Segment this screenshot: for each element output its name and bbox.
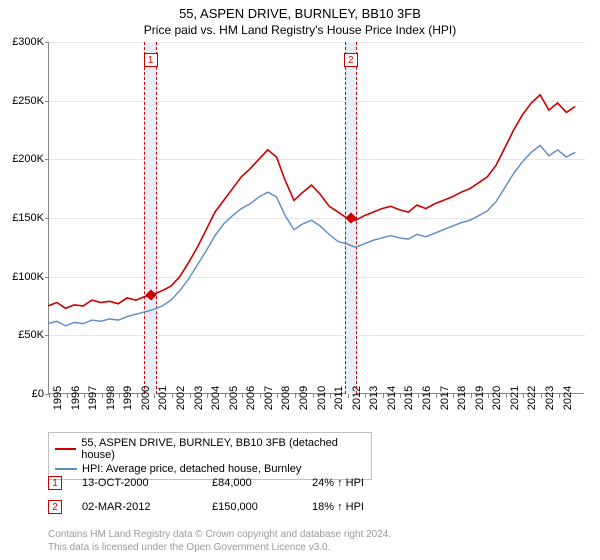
x-axis-label: 2009 (298, 386, 310, 410)
y-axis-label: £300K (0, 36, 44, 48)
footer-line1: Contains HM Land Registry data © Crown c… (48, 528, 391, 541)
x-axis-label: 2003 (193, 386, 205, 410)
legend-label: HPI: Average price, detached house, Burn… (82, 463, 301, 475)
line-overlay (48, 42, 584, 394)
x-axis-label: 2011 (333, 386, 345, 410)
legend-label: 55, ASPEN DRIVE, BURNLEY, BB10 3FB (deta… (81, 437, 365, 461)
x-axis-label: 1997 (87, 386, 99, 410)
y-axis-label: £250K (0, 95, 44, 107)
x-axis-label: 1999 (122, 386, 134, 410)
x-axis-label: 2005 (228, 386, 240, 410)
x-axis-label: 2015 (403, 386, 415, 410)
x-axis-label: 2017 (439, 386, 451, 410)
event-delta: 18% ↑ HPI (312, 501, 364, 513)
chart-title: 55, ASPEN DRIVE, BURNLEY, BB10 3FB (0, 0, 600, 21)
x-axis-label: 2016 (421, 386, 433, 410)
legend-item: HPI: Average price, detached house, Burn… (55, 462, 365, 476)
y-axis-label: £150K (0, 212, 44, 224)
x-axis-label: 2001 (157, 386, 169, 410)
y-axis-label: £100K (0, 271, 44, 283)
event-price: £84,000 (212, 477, 292, 489)
event-marker-icon: 1 (48, 476, 62, 490)
x-axis-label: 2020 (491, 386, 503, 410)
x-axis-label: 2022 (526, 386, 538, 410)
chart-subtitle: Price paid vs. HM Land Registry's House … (0, 21, 600, 37)
event-price: £150,000 (212, 501, 292, 513)
footer-line2: This data is licensed under the Open Gov… (48, 541, 391, 554)
y-axis-label: £50K (0, 329, 44, 341)
legend: 55, ASPEN DRIVE, BURNLEY, BB10 3FB (deta… (48, 432, 372, 480)
x-axis-label: 2021 (509, 386, 521, 410)
footer-attribution: Contains HM Land Registry data © Crown c… (48, 528, 391, 554)
legend-swatch-icon (55, 448, 76, 450)
x-axis-label: 2023 (544, 386, 556, 410)
series-hpi (48, 145, 575, 326)
event-marker-icon: 2 (48, 500, 62, 514)
event-date: 02-MAR-2012 (82, 501, 192, 513)
x-axis-label: 2006 (245, 386, 257, 410)
x-axis-label: 2004 (210, 386, 222, 410)
x-axis-label: 2014 (386, 386, 398, 410)
sale-event-row: 2 02-MAR-2012 £150,000 18% ↑ HPI (48, 500, 364, 514)
x-axis-label: 2008 (280, 386, 292, 410)
x-axis-label: 1998 (105, 386, 117, 410)
x-axis-label: 2013 (368, 386, 380, 410)
x-axis-label: 2000 (140, 386, 152, 410)
x-axis-label: 2002 (175, 386, 187, 410)
x-axis-label: 1996 (70, 386, 82, 410)
event-delta: 24% ↑ HPI (312, 477, 364, 489)
y-axis-label: £200K (0, 153, 44, 165)
sale-event-row: 1 13-OCT-2000 £84,000 24% ↑ HPI (48, 476, 364, 490)
chart-area: 12 £0£50K£100K£150K£200K£250K£300K199519… (48, 42, 584, 394)
y-axis-label: £0 (0, 388, 44, 400)
x-axis-label: 2010 (316, 386, 328, 410)
x-axis-label: 2012 (351, 386, 363, 410)
event-date: 13-OCT-2000 (82, 477, 192, 489)
legend-swatch-icon (55, 468, 77, 470)
x-axis-label: 2018 (456, 386, 468, 410)
x-axis-label: 2007 (263, 386, 275, 410)
x-axis-label: 2019 (474, 386, 486, 410)
x-axis-label: 1995 (52, 386, 64, 410)
x-axis-label: 2024 (562, 386, 574, 410)
legend-item: 55, ASPEN DRIVE, BURNLEY, BB10 3FB (deta… (55, 436, 365, 462)
